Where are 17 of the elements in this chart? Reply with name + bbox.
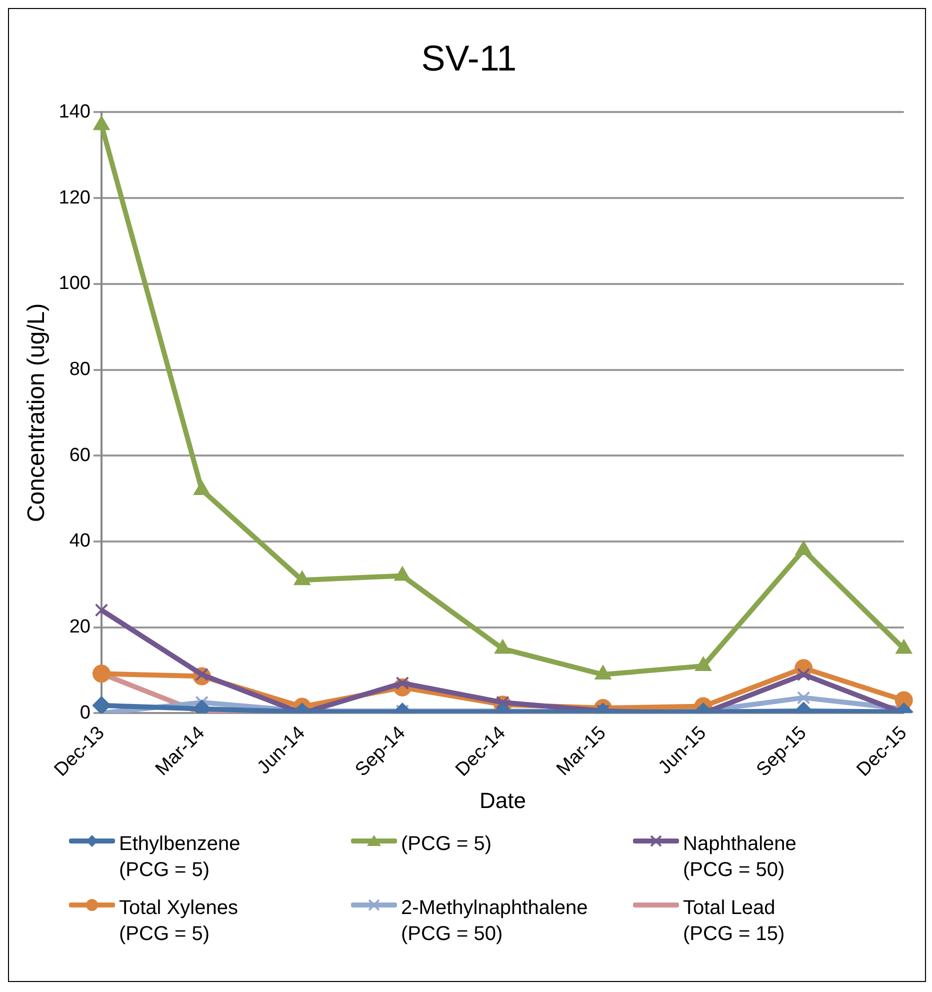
chart-title: SV-11 — [421, 38, 517, 79]
y-tick-label: 20 — [69, 616, 90, 638]
y-tick-label: 140 — [58, 101, 90, 122]
y-tick-label: 80 — [69, 358, 90, 380]
y-tick-label: 60 — [69, 444, 90, 466]
y-tick-label: 0 — [80, 702, 90, 724]
legend-label: Total Xylenes (PCG = 5) — [119, 896, 238, 947]
legend-label: 2-Methylnaphthalene (PCG = 50) — [401, 896, 588, 947]
legend-label: Ethylbenzene (PCG = 5) — [119, 832, 240, 883]
x-axis-title: Date — [479, 788, 526, 813]
legend-label: Total Lead (PCG = 15) — [683, 896, 785, 947]
legend-label: (PCG = 5) — [401, 832, 492, 857]
y-tick-label: 120 — [58, 187, 90, 208]
legend-label: Naphthalene (PCG = 50) — [683, 832, 796, 883]
y-tick-label: 100 — [58, 273, 90, 294]
y-axis-title: Concentration (ug/L) — [23, 303, 50, 522]
y-tick-label: 40 — [69, 530, 90, 552]
